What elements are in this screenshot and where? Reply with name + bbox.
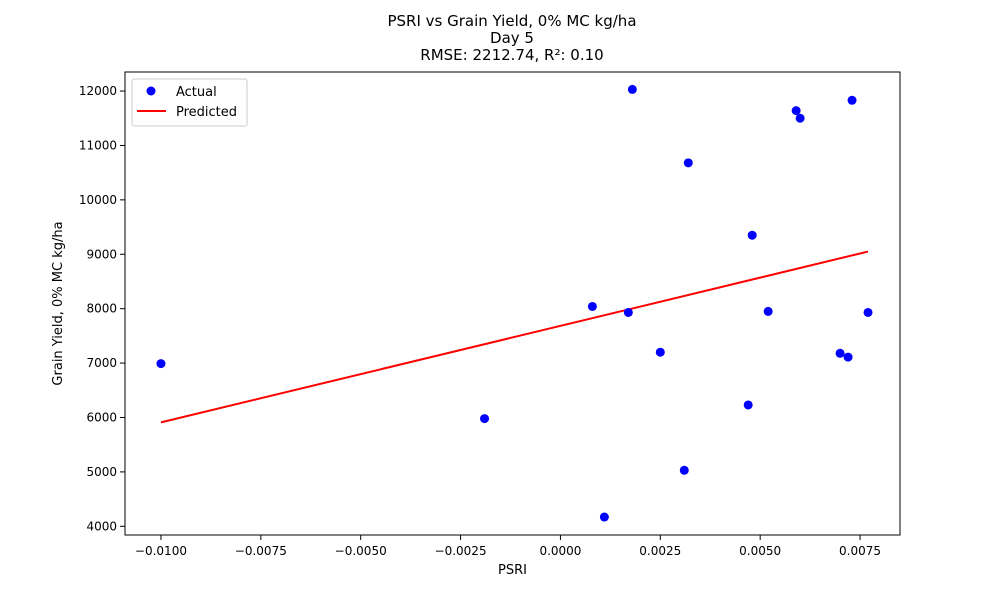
x-tick-label: −0.0075 <box>235 544 287 558</box>
actual-point <box>847 95 857 105</box>
y-tick-label: 6000 <box>86 410 117 424</box>
x-tick-label: 0.0050 <box>739 544 781 558</box>
ticks-layer: −0.0100 −0.0075 −0.0050 −0.0025 0.0000 0.0025… <box>79 84 881 558</box>
actual-point <box>156 359 166 369</box>
actual-point <box>480 414 490 424</box>
actual-point <box>627 84 637 94</box>
actual-point <box>795 113 805 123</box>
x-tick-label: 0.0075 <box>839 544 881 558</box>
y-tick-label: 10000 <box>79 193 117 207</box>
actual-point <box>623 307 633 317</box>
y-tick-label: 11000 <box>79 138 117 152</box>
predicted-line-layer <box>160 250 869 424</box>
actual-point <box>763 306 773 316</box>
legend-label-actual: Actual <box>176 85 217 100</box>
chart-subtitle: Day 5 <box>490 29 534 47</box>
actual-point <box>791 106 801 116</box>
actual-point <box>655 347 665 357</box>
legend-box <box>131 78 248 127</box>
actual-point <box>747 230 757 240</box>
predicted-line <box>160 250 869 424</box>
actual-point <box>599 512 609 522</box>
y-tick-label: 5000 <box>86 465 117 479</box>
x-axis-label: PSRI <box>498 563 527 578</box>
actual-point <box>683 158 693 168</box>
actual-point <box>587 301 597 311</box>
y-tick-label: 4000 <box>86 519 117 533</box>
x-tick-label: −0.0100 <box>135 544 187 558</box>
actual-point <box>863 307 873 317</box>
actual-point <box>843 352 853 362</box>
chart-metrics: RMSE: 2212.74, R²: 0.10 <box>420 46 604 64</box>
x-tick-label: 0.0000 <box>539 544 581 558</box>
x-tick-label: 0.0025 <box>639 544 681 558</box>
y-tick-label: 7000 <box>86 356 117 370</box>
legend: Actual Predicted <box>131 78 248 127</box>
chart-title-block: PSRI vs Grain Yield, 0% MC kg/ha Day 5 R… <box>0 13 1000 64</box>
legend-marker-actual <box>146 86 156 96</box>
x-tick-label: −0.0025 <box>435 544 487 558</box>
legend-label-predicted: Predicted <box>176 105 237 120</box>
y-tick-label: 8000 <box>86 302 117 316</box>
plot-area-frame <box>124 71 901 536</box>
x-tick-label: −0.0050 <box>335 544 387 558</box>
y-axis-label: Grain Yield, 0% MC kg/ha <box>51 221 66 385</box>
actual-point <box>679 465 689 475</box>
actual-points-layer <box>156 84 873 522</box>
chart-title: PSRI vs Grain Yield, 0% MC kg/ha <box>387 12 637 30</box>
y-tick-label: 12000 <box>79 84 117 98</box>
actual-point <box>835 348 845 358</box>
actual-point <box>743 400 753 410</box>
y-tick-label: 9000 <box>86 247 117 261</box>
